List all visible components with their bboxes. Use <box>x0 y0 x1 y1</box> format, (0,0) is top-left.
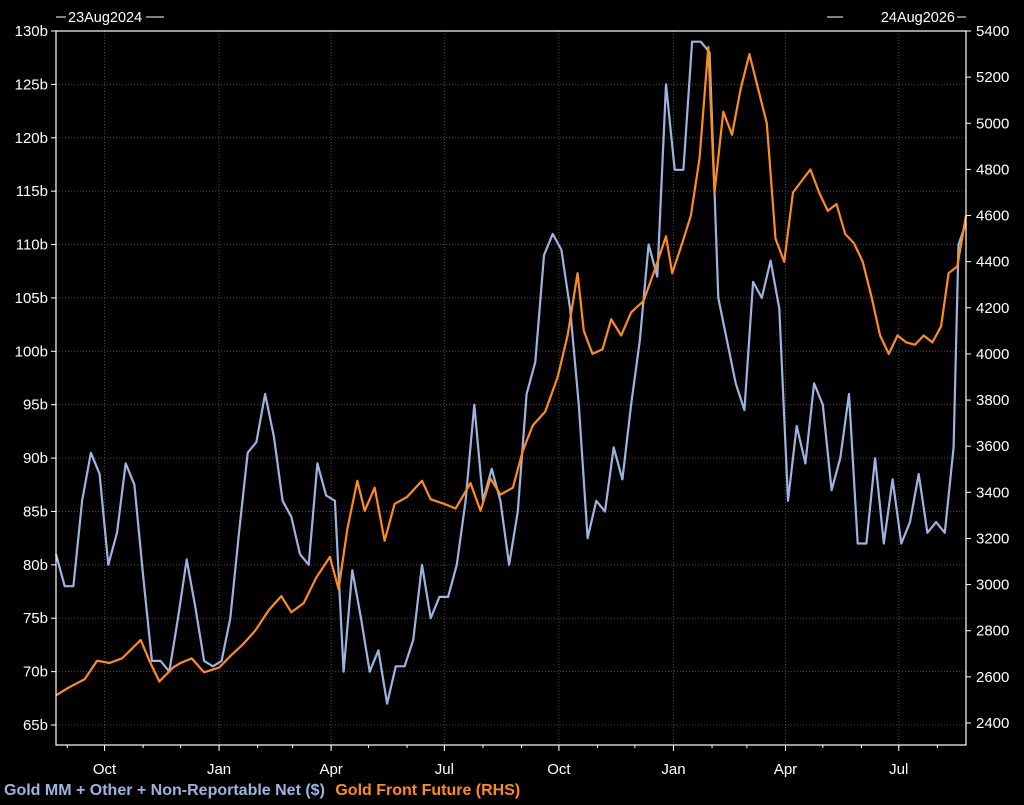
right-tick-label: 3800 <box>976 392 1009 409</box>
plot-frame <box>55 30 967 746</box>
right-tick-label: 2400 <box>976 715 1009 732</box>
x-tick-label: Jan <box>661 761 685 778</box>
right-tick-label: 3000 <box>976 577 1009 594</box>
left-tick-label: 115b <box>16 183 48 200</box>
legend-series-1: Gold MM + Other + Non-Reportable Net ($) <box>4 782 325 799</box>
right-tick-label: 4400 <box>976 254 1009 271</box>
x-tick-label: Oct <box>547 761 571 778</box>
grid <box>56 30 966 745</box>
right-tick-label: 4000 <box>976 346 1009 363</box>
end-date-label: 24Aug2026 <box>881 10 955 26</box>
left-tick-label: 110b <box>16 237 48 254</box>
left-tick-label: 120b <box>15 130 48 147</box>
right-tick-label: 3400 <box>976 484 1009 501</box>
right-tick-label: 3600 <box>976 438 1009 455</box>
left-tick-label: 65b <box>23 717 48 734</box>
start-date-label: 23Aug2024 <box>68 10 142 26</box>
series-line-1 <box>54 40 968 705</box>
x-tick-label: Jul <box>889 761 908 778</box>
left-tick-label: 130b <box>15 23 48 40</box>
left-tick-label: 105b <box>15 290 48 307</box>
plot-border <box>55 30 967 746</box>
right-axis: 2400 2600 2800 3000 3200 3400 3600 3800 4000 4200… <box>966 23 1009 732</box>
left-tick-label: 75b <box>23 610 48 627</box>
x-tick-label: Apr <box>319 761 342 778</box>
x-tick-label: Apr <box>774 761 797 778</box>
left-tick-label: 90b <box>23 450 48 467</box>
legend-series-2: Gold Front Future (RHS) <box>335 782 521 799</box>
left-tick-label: 70b <box>23 664 48 681</box>
series-layer <box>54 40 968 705</box>
legend: Gold MM + Other + Non-Reportable Net ($)… <box>4 782 520 800</box>
series-line-2 <box>55 45 968 697</box>
left-tick-label: 125b <box>15 76 48 93</box>
left-tick-label: 100b <box>15 343 48 360</box>
right-tick-label: 4800 <box>976 161 1009 178</box>
right-tick-label: 4600 <box>976 208 1009 225</box>
left-tick-label: 85b <box>23 503 48 520</box>
right-tick-label: 2800 <box>976 623 1009 640</box>
left-tick-label: 80b <box>23 557 48 574</box>
right-tick-label: 4200 <box>976 300 1009 317</box>
x-tick-label: Jan <box>207 761 231 778</box>
right-tick-label: 2600 <box>976 669 1009 686</box>
date-range-labels: 23Aug2024 24Aug2026 <box>56 10 966 26</box>
right-tick-label: 5400 <box>976 23 1009 40</box>
right-tick-label: 3200 <box>976 530 1009 547</box>
left-tick-label: 95b <box>23 397 48 414</box>
x-axis: Oct Jan Apr Jul Oct Jan Apr Jul <box>66 745 938 778</box>
right-tick-label: 5200 <box>976 69 1009 86</box>
x-tick-label: Jul <box>435 761 454 778</box>
right-tick-label: 5000 <box>976 115 1009 132</box>
left-axis: 65b 70b 75b 80b 85b 90b 95b 100b 105b 110b 115b 120… <box>15 23 56 734</box>
x-tick-label: Oct <box>93 761 117 778</box>
